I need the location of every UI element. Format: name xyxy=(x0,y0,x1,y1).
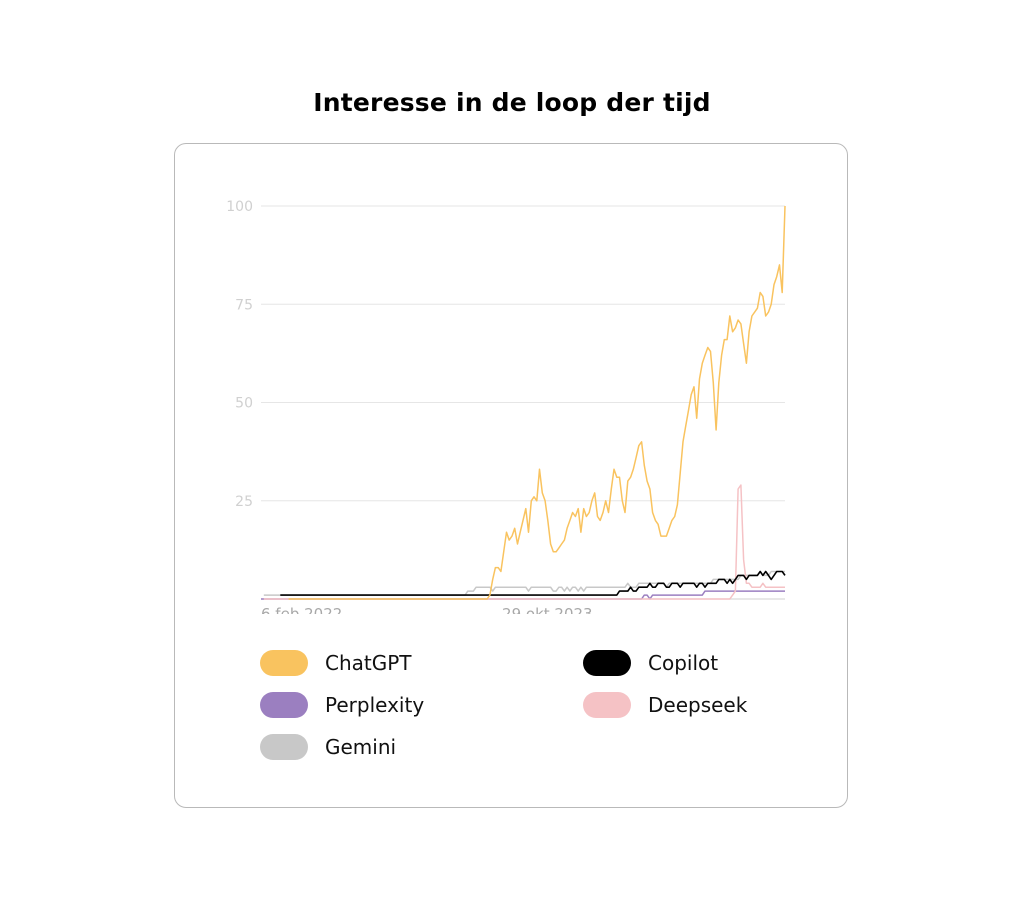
legend-swatch xyxy=(260,734,308,760)
legend-swatch xyxy=(260,650,308,676)
legend-item-gemini[interactable]: Gemini xyxy=(260,732,396,762)
legend-item-chatgpt[interactable]: ChatGPT xyxy=(260,648,412,678)
y-tick-label: 100 xyxy=(226,199,253,215)
legend-label: Copilot xyxy=(648,651,719,675)
y-tick-label: 50 xyxy=(235,396,253,412)
y-tick-label: 75 xyxy=(235,297,253,313)
series-line-chatgpt xyxy=(288,205,786,600)
legend-label: Perplexity xyxy=(325,693,425,717)
legend-swatch xyxy=(260,692,308,718)
chart-title: Interesse in de loop der tijd xyxy=(313,88,711,117)
chart-card: 25 50 75 100 6 feb 2022 29 okt 2023 ChatGPT C… xyxy=(174,143,848,808)
legend-label: Gemini xyxy=(325,735,397,759)
x-tick-label: 6 feb 2022 xyxy=(261,605,342,614)
legend-label: ChatGPT xyxy=(325,651,412,675)
legend-item-deepseek[interactable]: Deepseek xyxy=(583,690,747,720)
legend-label: Deepseek xyxy=(648,693,748,717)
legend-item-perplexity[interactable]: Perplexity xyxy=(260,690,424,720)
legend-swatch xyxy=(583,650,631,676)
series-line-deepseek xyxy=(263,484,785,600)
legend-item-copilot[interactable]: Copilot xyxy=(583,648,718,678)
line-chart: 25 50 75 100 6 feb 2022 29 okt 2023 xyxy=(226,199,786,614)
x-tick-label: 29 okt 2023 xyxy=(502,605,593,614)
y-tick-label: 25 xyxy=(235,494,253,510)
series-line-copilot xyxy=(280,570,786,596)
legend-swatch xyxy=(583,692,631,718)
